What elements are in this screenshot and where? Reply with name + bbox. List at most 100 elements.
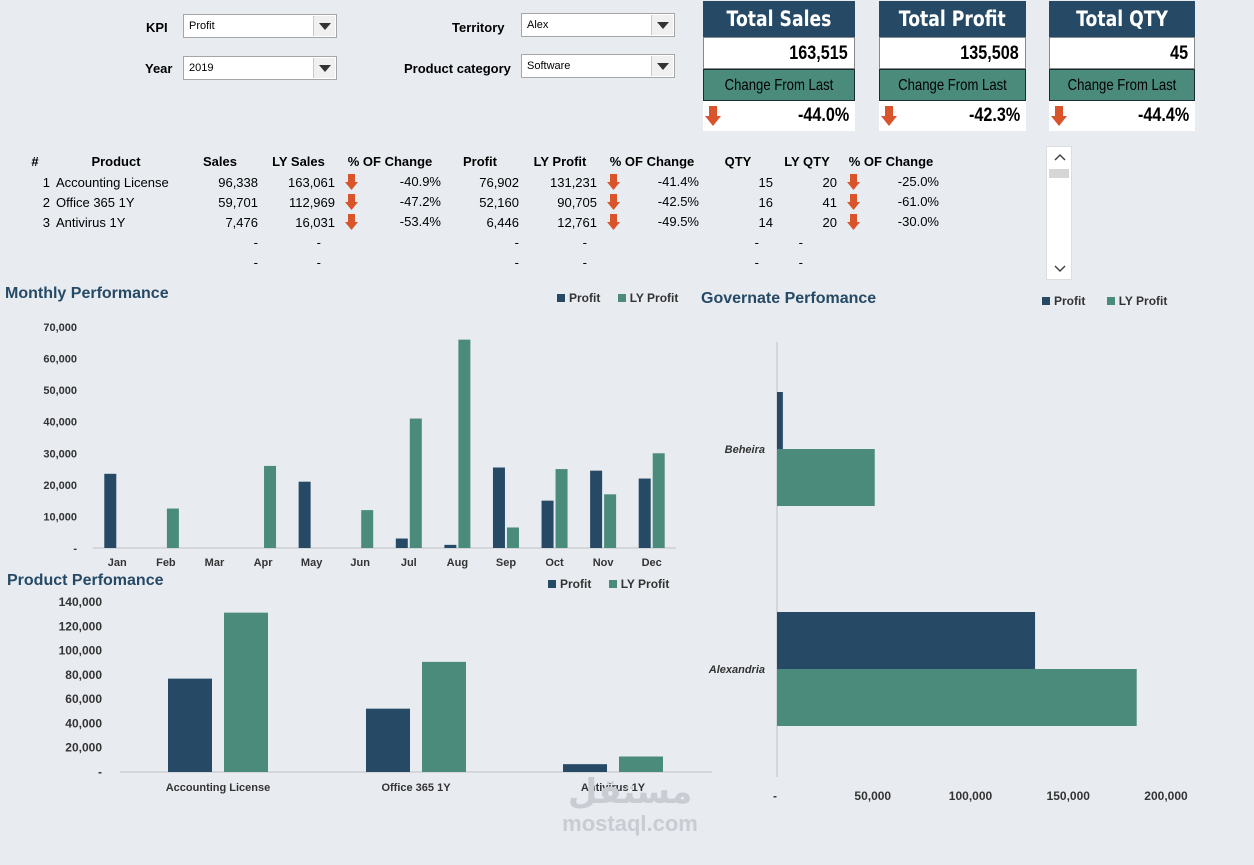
y-tick-label: 20,000 bbox=[43, 480, 77, 492]
chevron-down-icon[interactable] bbox=[313, 58, 335, 78]
x-tick-label: Feb bbox=[156, 557, 176, 569]
table-row: 3 Antivirus 1Y 7,476 16,031 -53.4% 6,446 12,76… bbox=[20, 212, 941, 232]
bar-ly-profit bbox=[777, 449, 875, 506]
x-tick-label: Oct bbox=[545, 557, 564, 569]
bar-ly-profit bbox=[458, 339, 471, 548]
territory-label: Territory bbox=[452, 20, 505, 35]
sales-cell: - bbox=[253, 254, 258, 270]
x-tick-label: Jul bbox=[401, 557, 417, 569]
header-cell: LY Profit bbox=[533, 153, 587, 169]
qty-cell: - bbox=[754, 254, 759, 270]
row-number: 1 bbox=[42, 174, 50, 190]
kpi-value: Profit bbox=[189, 20, 215, 32]
header-cell: Profit bbox=[463, 153, 497, 169]
bar-profit bbox=[492, 467, 505, 548]
bar-profit bbox=[563, 764, 607, 772]
x-tick-label: Sep bbox=[496, 557, 516, 569]
chevron-down-icon[interactable] bbox=[1054, 265, 1066, 273]
pct-change-cell: -25.0% bbox=[841, 172, 941, 192]
kpi-card-qty: Total QTY 45 Change From Last Year -44.4… bbox=[1049, 1, 1195, 131]
bar-profit bbox=[366, 708, 410, 772]
pct-change-cell: -41.4% bbox=[601, 172, 703, 192]
header-cell: % OF Change bbox=[848, 153, 934, 169]
profit-cell: - bbox=[514, 254, 519, 270]
bar-profit bbox=[298, 481, 311, 548]
ly-sales-cell: 163,061 bbox=[288, 174, 335, 190]
header-cell: LY Sales bbox=[272, 153, 325, 169]
y-tick-label: 80,000 bbox=[65, 668, 102, 682]
sales-cell: 96,338 bbox=[218, 174, 258, 190]
x-tick-label: Aug bbox=[447, 557, 468, 569]
bar-ly-profit bbox=[619, 756, 663, 772]
y-tick-label: 50,000 bbox=[43, 385, 77, 397]
bar-profit bbox=[777, 392, 783, 449]
bar-ly-profit bbox=[506, 527, 519, 548]
kpi-card-change-label: Change From Last Year bbox=[879, 69, 1026, 126]
chevron-down-icon[interactable] bbox=[651, 15, 673, 35]
ly-sales-cell: 112,969 bbox=[288, 194, 335, 210]
scrollbar-thumb[interactable] bbox=[1049, 169, 1069, 178]
bar-profit bbox=[395, 538, 408, 548]
x-tick-label: - bbox=[773, 789, 777, 803]
ly-qty-cell: 20 bbox=[822, 174, 837, 190]
x-tick-label: Nov bbox=[593, 557, 615, 569]
bar-profit bbox=[104, 473, 117, 548]
x-tick-label: 50,000 bbox=[854, 789, 891, 803]
down-arrow-icon bbox=[847, 194, 860, 210]
bar-ly-profit bbox=[361, 510, 374, 548]
down-arrow-icon bbox=[345, 194, 358, 210]
category-label: Product category bbox=[404, 61, 511, 76]
year-label: Year bbox=[145, 61, 173, 76]
monthly-legend: Profit LY Profit bbox=[557, 291, 678, 305]
pct-change-cell: -49.5% bbox=[601, 212, 703, 232]
y-tick-label: 40,000 bbox=[65, 716, 102, 730]
y-tick-label: 120,000 bbox=[59, 619, 103, 633]
row-number: 3 bbox=[42, 214, 50, 230]
x-tick-label: Mar bbox=[205, 557, 225, 569]
chevron-up-icon[interactable] bbox=[1054, 153, 1066, 161]
down-arrow-icon bbox=[345, 214, 358, 230]
kpi-card-change: -42.3% bbox=[879, 101, 1026, 131]
x-tick-label: May bbox=[301, 557, 323, 569]
ly-profit-cell: 90,705 bbox=[557, 194, 597, 210]
x-tick-label: Office 365 1Y bbox=[381, 782, 451, 794]
monthly-performance-chart: - 10,000 20,000 30,000 40,000 50,000 60,000 70,… bbox=[43, 322, 676, 569]
ly-profit-cell: 12,761 bbox=[557, 214, 597, 230]
legend-profit: Profit bbox=[1042, 294, 1085, 308]
bar-ly-profit bbox=[652, 453, 665, 548]
pct-change-cell: -30.0% bbox=[841, 212, 941, 232]
year-dropdown[interactable]: 2019 bbox=[183, 56, 337, 80]
bar-ly-profit bbox=[555, 469, 568, 548]
bar-profit bbox=[168, 678, 212, 772]
category-dropdown[interactable]: Software bbox=[521, 54, 675, 78]
product-chart-title: Product Perfomance bbox=[7, 572, 164, 589]
chevron-down-icon[interactable] bbox=[313, 16, 335, 36]
y-tick-label: 60,000 bbox=[65, 692, 102, 706]
x-tick-label: 200,000 bbox=[1144, 789, 1188, 803]
profit-cell: 6,446 bbox=[486, 214, 519, 230]
header-cell: Sales bbox=[203, 153, 237, 169]
pct-change-cell: -61.0% bbox=[841, 192, 941, 212]
ly-qty-cell: 41 bbox=[822, 194, 837, 210]
ly-qty-cell: - bbox=[798, 234, 803, 250]
legend-profit: Profit bbox=[548, 577, 591, 591]
chevron-down-icon[interactable] bbox=[651, 56, 673, 76]
table-scrollbar[interactable] bbox=[1046, 146, 1072, 280]
bar-ly-profit bbox=[166, 508, 179, 548]
bar-ly-profit bbox=[224, 612, 268, 772]
ly-qty-cell: 20 bbox=[822, 214, 837, 230]
product-performance-chart: - 20,000 40,000 60,000 80,000 100,000 120,000 1… bbox=[59, 595, 712, 794]
sales-cell: - bbox=[253, 234, 258, 250]
y-tick-label: - bbox=[73, 543, 77, 555]
legend-ly-profit: LY Profit bbox=[608, 577, 669, 591]
kpi-dropdown[interactable]: Profit bbox=[183, 14, 337, 38]
x-tick-label: 150,000 bbox=[1047, 789, 1091, 803]
ly-profit-cell: 131,231 bbox=[550, 174, 597, 190]
row-number: 2 bbox=[42, 194, 50, 210]
kpi-card-value: 45 bbox=[1049, 37, 1195, 69]
bar-profit bbox=[638, 478, 651, 548]
category-value: Software bbox=[527, 60, 571, 72]
territory-dropdown[interactable]: Alex bbox=[521, 13, 675, 37]
bar-ly-profit bbox=[604, 494, 617, 548]
kpi-card-title: Total Sales bbox=[703, 1, 855, 37]
